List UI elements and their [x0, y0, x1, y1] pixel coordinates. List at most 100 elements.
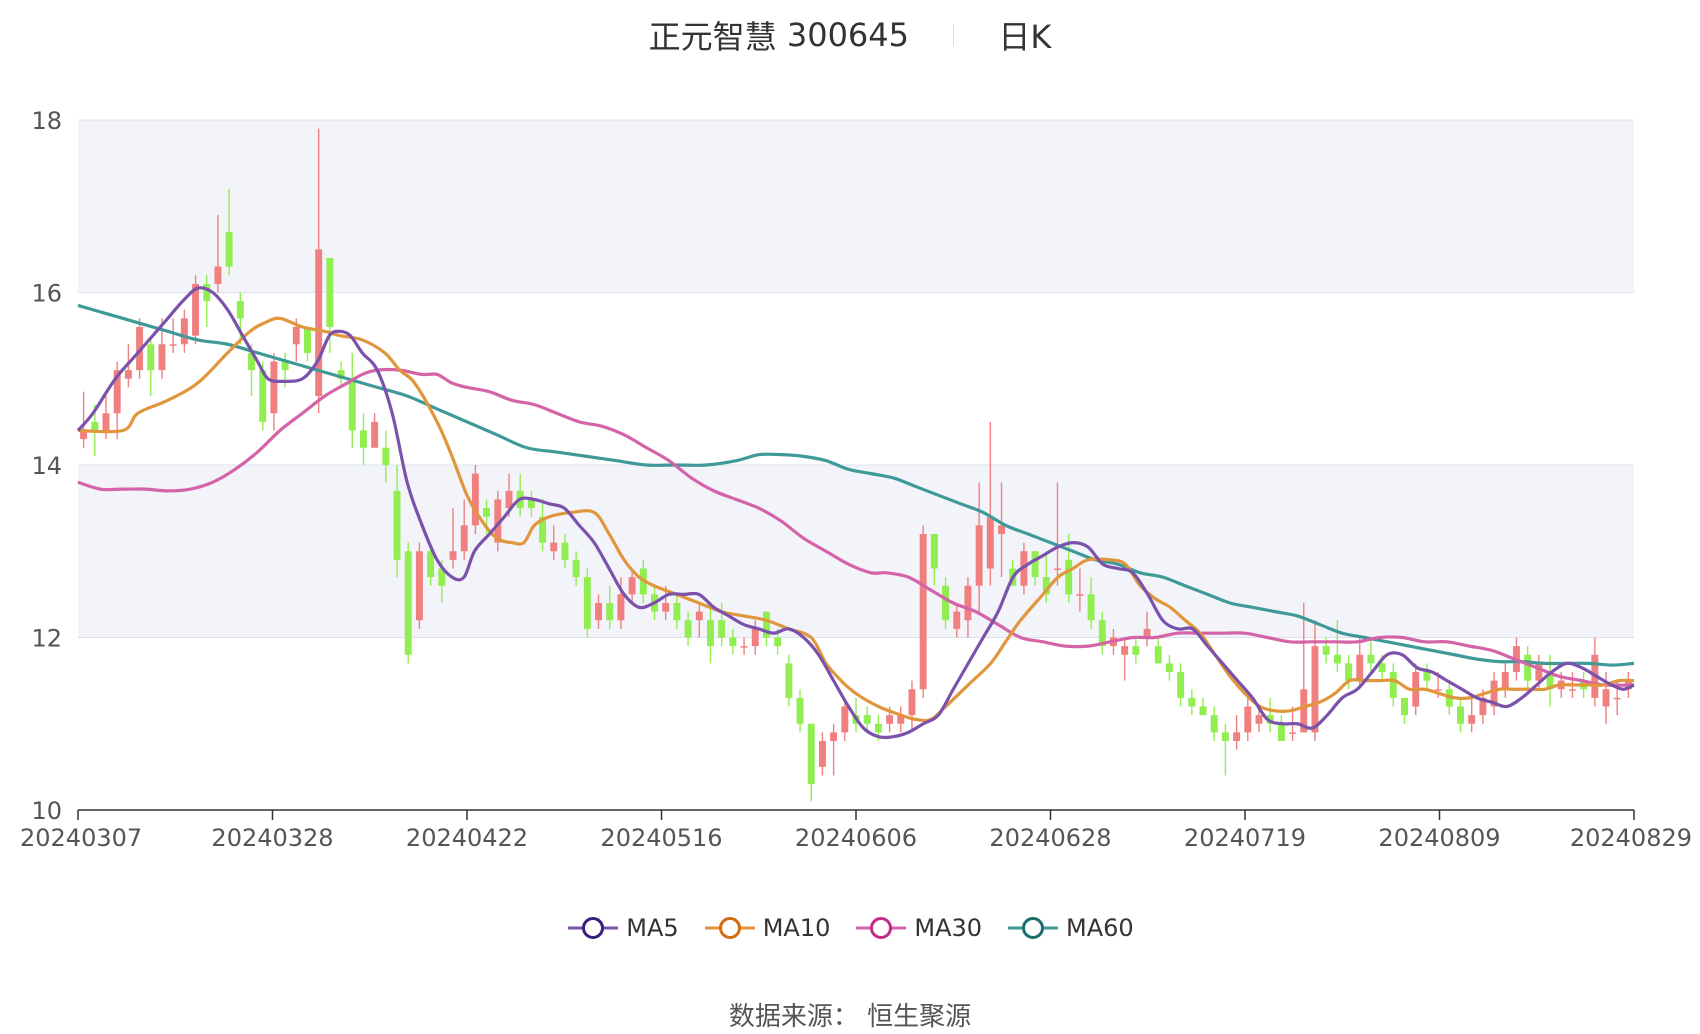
candle-body: [483, 508, 491, 517]
candle-body: [527, 499, 535, 509]
candle-body: [886, 715, 894, 724]
candle-body: [1143, 628, 1151, 638]
candle-body: [1076, 594, 1084, 596]
candle-body: [617, 594, 625, 621]
y-tick-label: 18: [31, 107, 62, 135]
candle-body: [908, 689, 916, 716]
candle-body: [1177, 672, 1185, 698]
candle-body: [740, 646, 748, 648]
x-tick-label: 20240719: [1184, 824, 1306, 852]
candle-body: [718, 620, 726, 638]
candle-body: [1311, 646, 1319, 733]
candle-body: [695, 611, 703, 621]
candle-body: [281, 361, 289, 371]
candle-body: [214, 266, 222, 284]
candle-body: [1244, 706, 1252, 733]
candle-body: [326, 258, 334, 327]
candle-body: [942, 585, 950, 621]
candle-body: [707, 620, 714, 647]
candle-body: [785, 663, 793, 698]
candle-body: [874, 723, 882, 733]
candle-body: [539, 516, 547, 543]
legend-item-ma60[interactable]: MA60: [1006, 913, 1134, 942]
candle-body: [1568, 689, 1576, 691]
candle-body: [404, 551, 412, 655]
candle-body: [1389, 672, 1397, 698]
candle-body: [158, 344, 166, 371]
candle-body: [1098, 620, 1106, 647]
x-tick-label: 20240606: [795, 824, 917, 852]
candle-body: [953, 611, 961, 629]
candle-body: [1434, 689, 1442, 691]
candle-body: [80, 430, 88, 440]
candle-body: [1602, 689, 1610, 707]
stock-name: 正元智慧: [648, 18, 777, 56]
legend-item-ma10[interactable]: MA10: [703, 913, 830, 942]
candle-body: [1165, 663, 1173, 672]
candle-body: [1065, 559, 1073, 595]
legend-label: MA60: [1066, 913, 1134, 942]
plot-band: [78, 465, 1634, 638]
series-line-ma5: [76, 286, 1635, 740]
candle-body: [807, 723, 815, 785]
candle-body: [337, 370, 345, 379]
candle-body: [1501, 672, 1509, 690]
stock-code: 300645: [786, 16, 909, 54]
candle-body: [1322, 646, 1330, 655]
candle-body: [382, 447, 390, 465]
candle-body: [203, 283, 211, 302]
candle-body: [1613, 697, 1621, 700]
candle-body: [998, 525, 1005, 534]
candle-body: [113, 370, 121, 414]
candle-body: [236, 301, 244, 319]
candle-body: [1423, 672, 1431, 681]
candle-body: [180, 318, 188, 345]
candle-body: [863, 715, 871, 724]
candle-body: [774, 637, 782, 647]
series-line-ma30: [77, 367, 1635, 687]
legend-item-ma30[interactable]: MA30: [854, 913, 982, 942]
candle-body: [315, 249, 323, 396]
candle-body: [964, 585, 972, 621]
title-divider: [953, 24, 955, 46]
candle-body: [192, 283, 200, 336]
y-tick-label: 16: [31, 280, 62, 308]
candle-body: [1468, 715, 1476, 724]
candle-body: [606, 603, 614, 621]
candle-body: [505, 490, 513, 509]
candle-body: [124, 370, 132, 379]
candle-body: [561, 542, 569, 560]
candle-body: [169, 344, 177, 346]
candle-body: [986, 516, 994, 569]
candle-body: [762, 611, 770, 638]
legend-label: MA30: [914, 913, 983, 942]
candle-body: [1121, 646, 1129, 655]
candle-body: [1535, 663, 1543, 681]
candle-body: [449, 551, 457, 560]
candle-body: [415, 551, 423, 621]
candle-body: [550, 542, 558, 552]
candle-body: [1546, 672, 1554, 690]
legend-marker-icon: [1008, 916, 1059, 939]
candle-body: [684, 620, 692, 638]
candle-body: [1042, 577, 1050, 595]
candle-body: [628, 577, 636, 595]
candle-body: [1199, 706, 1207, 716]
candle-body: [1378, 663, 1386, 672]
legend-item-ma5[interactable]: MA5: [566, 913, 679, 942]
y-tick-label: 12: [31, 625, 62, 653]
candle-body: [1457, 706, 1464, 724]
candle-body: [930, 534, 938, 569]
candle-body: [348, 378, 356, 431]
candle-body: [1300, 689, 1308, 733]
candle-body: [1054, 568, 1061, 570]
y-tick-label: 10: [31, 797, 62, 825]
candle-body: [572, 559, 580, 578]
x-tick-label: 20240809: [1378, 824, 1500, 852]
candle-body: [1233, 732, 1241, 741]
candle-body: [427, 551, 435, 578]
candle-body: [1154, 646, 1162, 664]
legend-marker-icon: [856, 916, 907, 939]
candle-body: [225, 232, 233, 267]
x-tick-label: 20240516: [600, 824, 722, 852]
